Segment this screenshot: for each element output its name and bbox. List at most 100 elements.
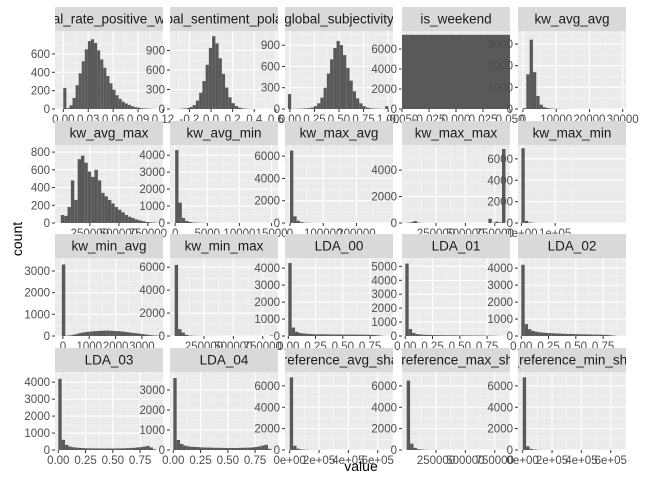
histogram-bar bbox=[406, 380, 411, 450]
histogram-bar bbox=[495, 221, 499, 223]
histogram-bar bbox=[296, 448, 300, 450]
histogram-bar bbox=[119, 448, 123, 450]
histogram-bar bbox=[298, 332, 302, 336]
histogram-bar bbox=[372, 334, 377, 336]
y-tick-label: 0 bbox=[159, 331, 165, 343]
histogram-bar bbox=[528, 222, 532, 223]
facet-strip-label: LDA_02 bbox=[548, 239, 597, 254]
histogram-bar bbox=[193, 447, 197, 450]
facet-strip bbox=[55, 121, 163, 145]
x-tick-label: 6e+05 bbox=[362, 455, 394, 467]
facet-strip bbox=[170, 121, 278, 145]
histogram-bar bbox=[599, 334, 603, 336]
y-tick-label: 4000 bbox=[371, 165, 397, 177]
histogram-bar bbox=[299, 449, 304, 450]
histogram-bar bbox=[137, 333, 141, 336]
histogram-bar bbox=[293, 445, 297, 450]
histogram-bar bbox=[542, 107, 547, 109]
histogram-bar bbox=[125, 448, 130, 450]
facet-strip-label: LDA_04 bbox=[200, 353, 249, 368]
y-tick-label: 2000 bbox=[371, 84, 397, 96]
facet-strip bbox=[402, 121, 510, 145]
histogram-bar bbox=[521, 148, 525, 223]
histogram-bar bbox=[536, 96, 540, 109]
panel-background bbox=[402, 258, 510, 336]
histogram-bar bbox=[195, 100, 200, 109]
histogram-bar bbox=[528, 329, 532, 336]
facet-strip bbox=[285, 121, 393, 145]
y-tick-label: 600 bbox=[261, 61, 280, 73]
histogram-bar bbox=[92, 448, 96, 450]
x-tick-label: 2e+05 bbox=[536, 455, 568, 467]
histogram-bar bbox=[139, 447, 143, 450]
histogram-bar bbox=[349, 80, 353, 109]
y-tick-label: 2000 bbox=[139, 405, 165, 417]
histogram-bar bbox=[307, 108, 311, 109]
histogram-bar bbox=[130, 106, 135, 109]
histogram-bar bbox=[81, 155, 85, 223]
histogram-bar bbox=[293, 216, 297, 223]
histogram-bar bbox=[305, 333, 309, 336]
histogram-bar bbox=[199, 92, 203, 109]
histogram-bar bbox=[230, 448, 235, 450]
histogram-bar bbox=[578, 334, 583, 336]
histogram-bar bbox=[146, 445, 150, 450]
histogram-bar bbox=[182, 108, 187, 109]
y-tick-label: 0 bbox=[159, 104, 165, 116]
histogram-bar bbox=[318, 334, 323, 336]
histogram-bar bbox=[66, 108, 70, 109]
facet-strip bbox=[285, 234, 393, 258]
histogram-bar bbox=[75, 333, 79, 336]
histogram-bar bbox=[366, 334, 370, 336]
histogram-bar bbox=[413, 221, 417, 223]
y-tick-label: 2000 bbox=[487, 297, 513, 309]
facet-strip bbox=[170, 348, 278, 372]
histogram-bar bbox=[352, 91, 356, 109]
histogram-bar bbox=[87, 171, 92, 223]
y-tick-label: 4000 bbox=[24, 377, 50, 389]
histogram-bar bbox=[339, 45, 344, 109]
panel-background bbox=[170, 145, 278, 223]
y-tick-label: 3000 bbox=[24, 266, 50, 278]
histogram-bar bbox=[134, 107, 138, 109]
y-tick-label: 1000 bbox=[24, 309, 50, 321]
histogram-bar bbox=[585, 334, 589, 336]
histogram-bar bbox=[94, 42, 98, 109]
y-tick-label: 3000 bbox=[254, 280, 280, 292]
histogram-bar bbox=[141, 221, 145, 223]
histogram-bar bbox=[561, 333, 566, 336]
histogram-bar bbox=[94, 169, 98, 223]
histogram-bar bbox=[526, 446, 530, 450]
histogram-bar bbox=[60, 215, 65, 223]
histogram-bar bbox=[402, 34, 510, 109]
y-tick-label: 4000 bbox=[371, 402, 397, 414]
facet-panel: LDA_04 0 1000 2000 3000 0.00 0.25 0.50 0.75 bbox=[139, 348, 278, 467]
histogram-bar bbox=[127, 104, 131, 109]
histogram-bar bbox=[544, 332, 549, 336]
histogram-bar bbox=[184, 334, 189, 336]
facet-strip bbox=[55, 7, 163, 31]
histogram-bar bbox=[221, 73, 226, 109]
histogram-bar bbox=[85, 448, 89, 450]
y-tick-label: 0 bbox=[159, 218, 165, 230]
y-tick-label: 0 bbox=[391, 218, 397, 230]
histogram-bar bbox=[362, 334, 367, 336]
panel-background bbox=[170, 258, 278, 336]
x-tick-label: 0 bbox=[520, 114, 526, 126]
y-tick-label: 200 bbox=[31, 200, 50, 212]
histogram-bar bbox=[84, 162, 88, 223]
y-tick-label: 1000 bbox=[487, 314, 513, 326]
y-tick-label: 2000 bbox=[254, 424, 280, 436]
y-tick-label: 5000 bbox=[371, 261, 397, 273]
histogram-bar bbox=[539, 104, 543, 109]
panel-background bbox=[55, 372, 163, 450]
y-tick-label: 1000 bbox=[24, 428, 50, 440]
histogram-bar bbox=[130, 332, 134, 336]
x-tick-label: 0.00 bbox=[162, 455, 184, 467]
x-tick-label: 250000 bbox=[417, 455, 455, 467]
facet-strip-label: kw_max_avg bbox=[300, 126, 379, 141]
histogram-bar bbox=[192, 105, 196, 109]
facet-strip-label: self_reference_min_shares bbox=[491, 353, 654, 368]
histogram-bar bbox=[602, 334, 606, 336]
